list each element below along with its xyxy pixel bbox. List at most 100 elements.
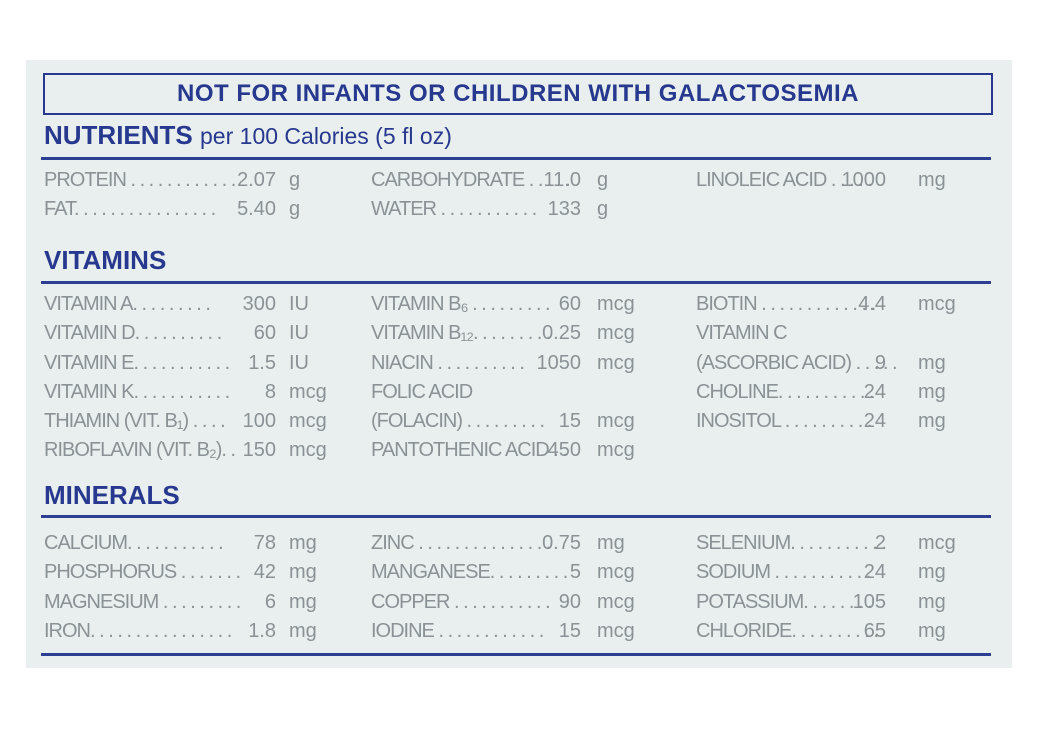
nutrient-unit: mcg bbox=[597, 322, 635, 345]
nutrients-column: LINOLEIC ACID . . . . . 1000 mg bbox=[696, 169, 996, 198]
nutrient-value: 42 bbox=[253, 561, 276, 584]
minerals-column: CALCIUM. . . . . . . . . . . 78 mg PHOSPHOR… bbox=[44, 532, 344, 649]
nutrient-unit: mg bbox=[918, 169, 946, 191]
nutrient-name: RIBOFLAVIN (VIT. B₂). . bbox=[44, 439, 236, 462]
nutrient-value: 450 bbox=[547, 439, 581, 462]
nutrient-value: 5.40 bbox=[237, 198, 276, 221]
nutrient-unit: mg bbox=[918, 380, 946, 403]
nutrient-unit: IU bbox=[289, 293, 309, 315]
nutrient-unit: mg bbox=[918, 590, 946, 613]
nutrient-name: VITAMIN K. . . . . . . . . . . bbox=[44, 380, 230, 403]
nutrient-name: (FOLACIN) . . . . . . . . . bbox=[371, 410, 545, 433]
minerals-row: CHLORIDE. . . . . . . . . . 65 mg bbox=[696, 620, 996, 649]
vitamins-row: NIACIN . . . . . . . . . . 1050 mcg bbox=[371, 352, 671, 381]
nutrient-value: 2 bbox=[874, 532, 886, 554]
nutrients-rule bbox=[41, 157, 991, 160]
nutrient-value: 4.4 bbox=[858, 293, 886, 315]
nutrient-unit: mg bbox=[289, 561, 317, 584]
nutrient-unit: mcg bbox=[597, 439, 635, 462]
nutrition-panel: NOT FOR INFANTS OR CHILDREN WITH GALACTO… bbox=[26, 60, 1012, 668]
minerals-rule bbox=[41, 515, 991, 518]
nutrient-value: 24 bbox=[863, 410, 886, 433]
nutrients-row: LINOLEIC ACID . . . . . 1000 mg bbox=[696, 169, 996, 198]
nutrient-value: 2.07 bbox=[237, 169, 276, 191]
nutrient-value: 90 bbox=[558, 590, 581, 613]
nutrient-unit: g bbox=[597, 198, 609, 221]
vitamins-row: (FOLACIN) . . . . . . . . . 15 mcg bbox=[371, 410, 671, 439]
nutrient-name: SELENIUM. . . . . . . . . . . bbox=[696, 532, 887, 554]
nutrients-title: NUTRIENTS bbox=[44, 120, 193, 150]
nutrient-value: 24 bbox=[863, 380, 886, 403]
vitamins-row: FOLIC ACID bbox=[371, 381, 671, 410]
vitamins-row: (ASCORBIC ACID) . . . . . 9 mg bbox=[696, 352, 996, 381]
nutrient-name: VITAMIN B₁₂. . . . . . . . . bbox=[371, 322, 551, 345]
minerals-row: IODINE . . . . . . . . . . . . 15 mcg bbox=[371, 620, 671, 649]
nutrient-unit: IU bbox=[289, 351, 309, 374]
nutrient-unit: mcg bbox=[289, 380, 327, 403]
vitamins-row: VITAMIN D. . . . . . . . . . 60 IU bbox=[44, 322, 344, 351]
nutrient-unit: mcg bbox=[597, 619, 635, 642]
vitamins-rule bbox=[41, 281, 991, 284]
nutrient-name: VITAMIN B₆ . . . . . . . . . bbox=[371, 293, 551, 315]
minerals-heading: MINERALS bbox=[44, 480, 180, 510]
vitamins-row: CHOLINE. . . . . . . . . . . 24 mg bbox=[696, 381, 996, 410]
nutrient-unit: IU bbox=[289, 322, 309, 345]
nutrient-value: 9 bbox=[874, 351, 886, 374]
vitamins-row: VITAMIN B₁₂. . . . . . . . . 0.25 mcg bbox=[371, 322, 671, 351]
nutrient-value: 100 bbox=[242, 410, 276, 433]
nutrient-value: 105 bbox=[852, 590, 886, 613]
nutrient-value: 15 bbox=[558, 410, 581, 433]
nutrient-value: 1.5 bbox=[248, 351, 276, 374]
nutrients-row: PROTEIN . . . . . . . . . . . . 2.07 g bbox=[44, 169, 344, 198]
nutrient-value: 78 bbox=[253, 532, 276, 554]
nutrient-name: FOLIC ACID bbox=[371, 380, 473, 403]
nutrient-name: CHOLINE. . . . . . . . . . . bbox=[696, 380, 875, 403]
nutrients-row: FAT. . . . . . . . . . . . . . . . 5.40 g bbox=[44, 198, 344, 227]
minerals-column: SELENIUM. . . . . . . . . . . 2 mcg SODIUM … bbox=[696, 532, 996, 649]
nutrient-name: LINOLEIC ACID . . . . . bbox=[696, 169, 873, 191]
vitamins-row: THIAMIN (VIT. B₁) . . . . 100 mcg bbox=[44, 410, 344, 439]
vitamins-column: BIOTIN . . . . . . . . . . . . . 4.4 mcg VI… bbox=[696, 293, 996, 439]
nutrient-name: THIAMIN (VIT. B₁) . . . . bbox=[44, 410, 226, 433]
nutrient-unit: mcg bbox=[289, 439, 327, 462]
nutrient-value: 300 bbox=[242, 293, 276, 315]
nutrient-unit: mg bbox=[918, 410, 946, 433]
minerals-row: ZINC . . . . . . . . . . . . . . . 0.75 mg bbox=[371, 532, 671, 561]
nutrient-unit: mcg bbox=[918, 293, 956, 315]
nutrient-name: MAGNESIUM . . . . . . . . . bbox=[44, 590, 241, 613]
nutrient-name: MANGANESE. . . . . . . . . bbox=[371, 561, 568, 584]
nutrient-name: PHOSPHORUS . . . . . . . bbox=[44, 561, 241, 584]
nutrient-unit: mg bbox=[289, 590, 317, 613]
nutrient-name: FAT. . . . . . . . . . . . . . . . bbox=[44, 198, 216, 221]
nutrient-name: BIOTIN . . . . . . . . . . . . . bbox=[696, 293, 876, 315]
nutrient-value: 1000 bbox=[841, 169, 887, 191]
nutrient-value: 1050 bbox=[536, 351, 582, 374]
bottom-rule bbox=[41, 653, 991, 656]
nutrients-column: CARBOHYDRATE . . . . . 11.0 g WATER . . . .… bbox=[371, 169, 671, 228]
nutrient-name: (ASCORBIC ACID) . . . . . bbox=[696, 351, 898, 374]
nutrient-value: 8 bbox=[264, 380, 276, 403]
nutrient-unit: mg bbox=[289, 619, 317, 642]
vitamins-row: BIOTIN . . . . . . . . . . . . . 4.4 mcg bbox=[696, 293, 996, 322]
nutrient-value: 60 bbox=[558, 293, 581, 315]
nutrient-unit: mcg bbox=[597, 590, 635, 613]
minerals-row: PHOSPHORUS . . . . . . . 42 mg bbox=[44, 561, 344, 590]
nutrient-unit: mcg bbox=[597, 410, 635, 433]
nutrient-unit: mcg bbox=[597, 561, 635, 584]
nutrient-value: 11.0 bbox=[543, 169, 581, 191]
minerals-row: POTASSIUM. . . . . . . . 105 mg bbox=[696, 591, 996, 620]
nutrient-value: 0.25 bbox=[542, 322, 581, 345]
vitamins-row: VITAMIN C bbox=[696, 322, 996, 351]
minerals-row: CALCIUM. . . . . . . . . . . 78 mg bbox=[44, 532, 344, 561]
nutrient-value: 15 bbox=[558, 619, 581, 642]
minerals-row: IRON. . . . . . . . . . . . . . . . 1.8 mg bbox=[44, 620, 344, 649]
nutrient-name: ZINC . . . . . . . . . . . . . . . bbox=[371, 532, 551, 554]
nutrient-value: 0.75 bbox=[542, 532, 581, 554]
minerals-row: MAGNESIUM . . . . . . . . . 6 mg bbox=[44, 591, 344, 620]
nutrient-value: 5 bbox=[569, 561, 581, 584]
nutrient-unit: mg bbox=[918, 351, 946, 374]
nutrient-name: INOSITOL . . . . . . . . . . bbox=[696, 410, 872, 433]
nutrient-value: 6 bbox=[264, 590, 276, 613]
nutrient-name: CALCIUM. . . . . . . . . . . bbox=[44, 532, 224, 554]
vitamins-row: VITAMIN A. . . . . . . . . 300 IU bbox=[44, 293, 344, 322]
